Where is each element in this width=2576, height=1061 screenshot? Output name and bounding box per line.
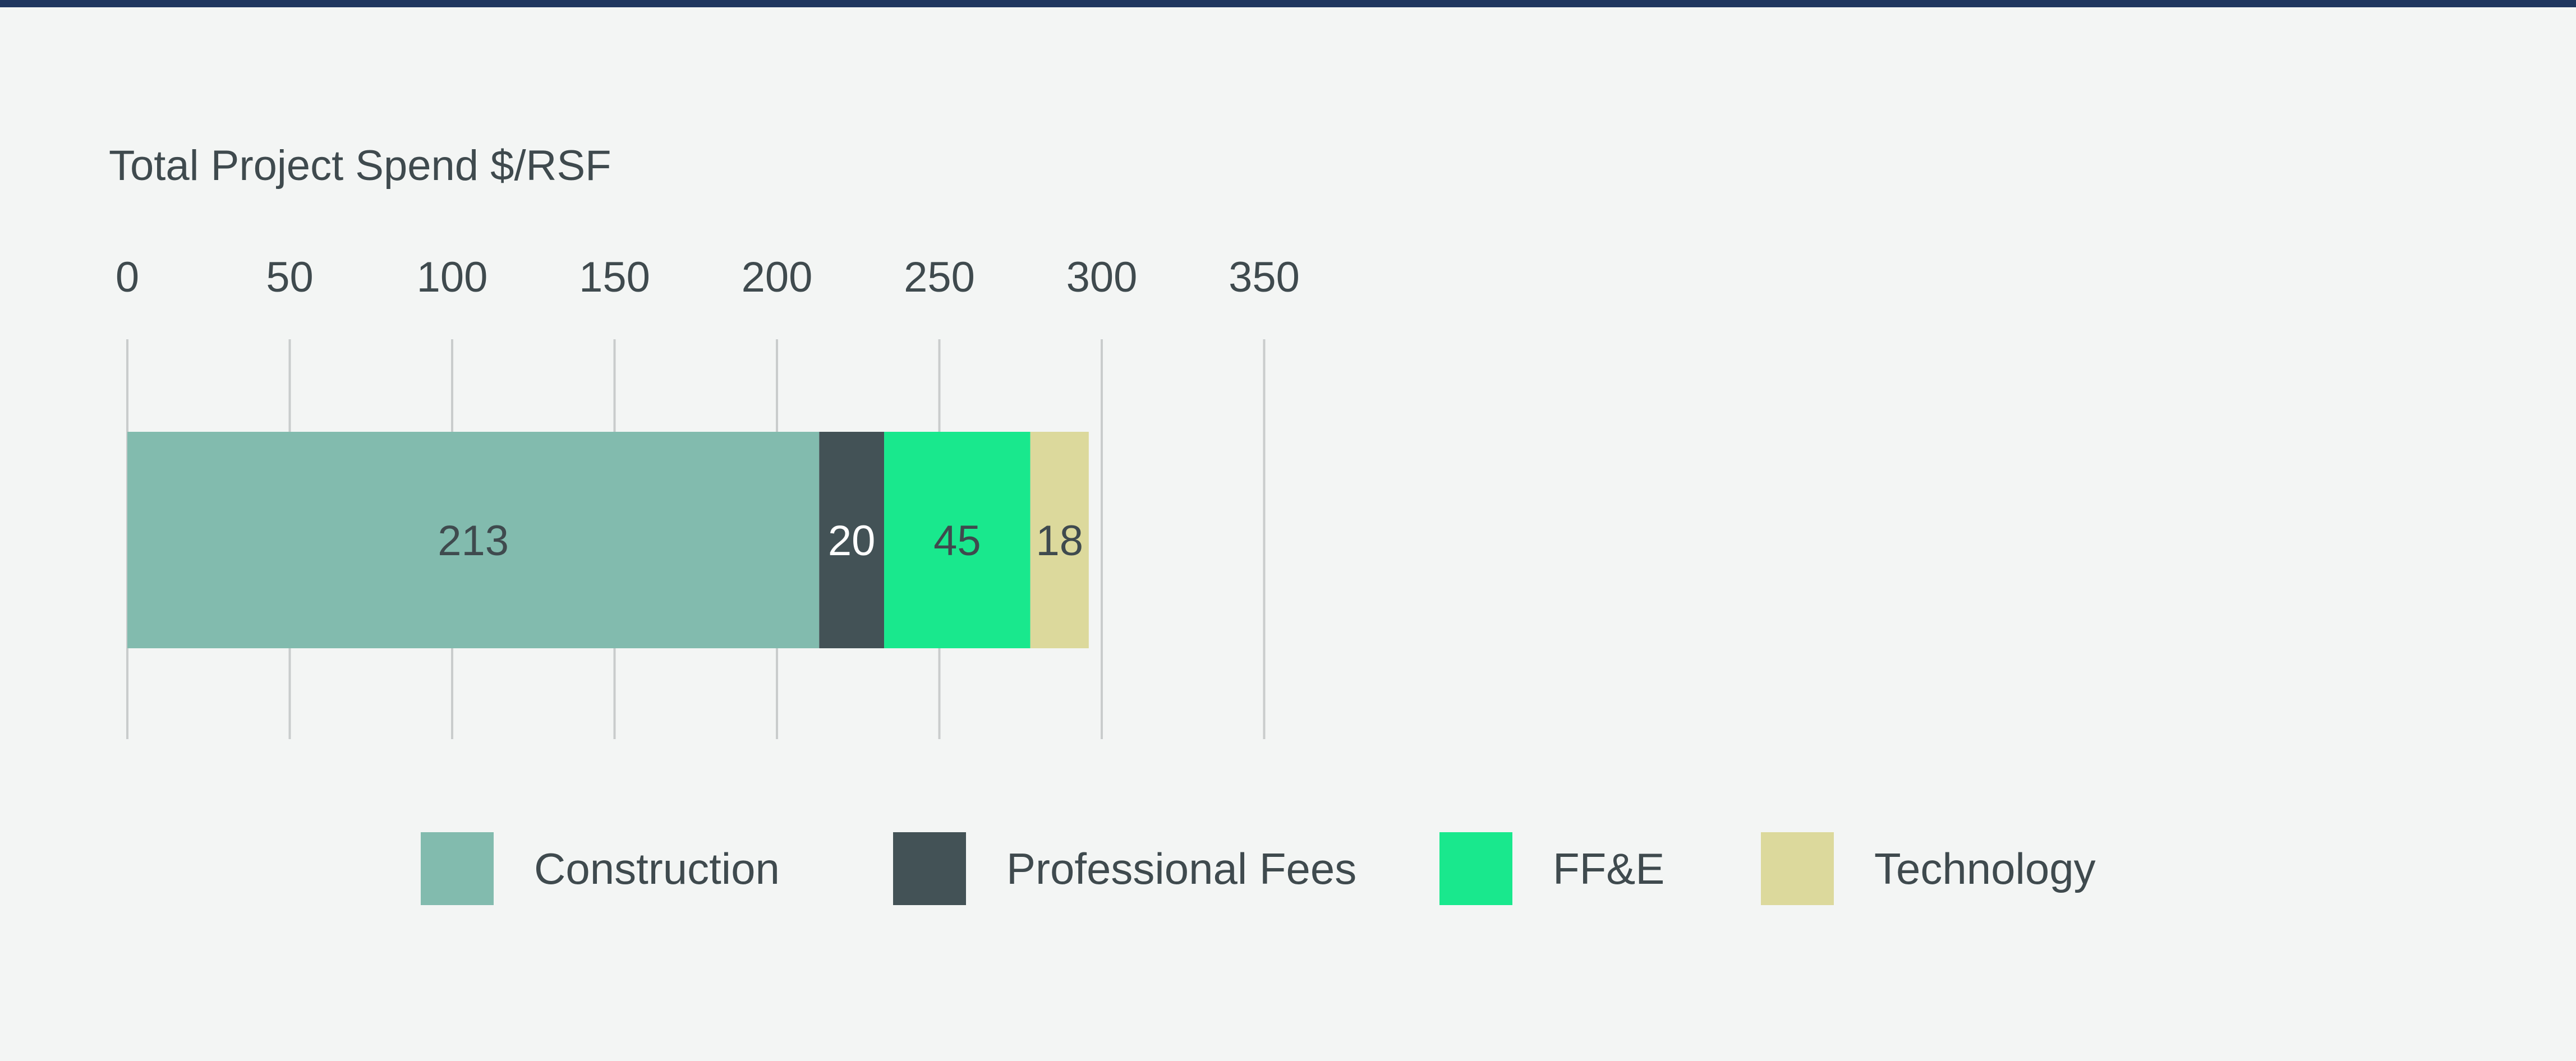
- legend-label: FF&E: [1553, 844, 1665, 893]
- bar-data-label: 213: [438, 517, 509, 565]
- top-rule: [0, 0, 2576, 7]
- bar-data-label: 18: [1036, 517, 1083, 565]
- legend-label: Professional Fees: [1006, 844, 1357, 893]
- x-axis-ticks: 0 50 100 150 200 250 300 350: [116, 253, 1300, 301]
- legend-label: Construction: [534, 844, 780, 893]
- legend-item: Professional Fees: [893, 832, 1356, 906]
- chart-title: Total Project Spend $/RSF: [109, 142, 611, 190]
- legend-item: Construction: [421, 832, 780, 906]
- legend: Construction Professional Fees FF&E Technol…: [0, 832, 2576, 906]
- bar-data-labels: 213 20 45 18: [438, 517, 1083, 565]
- legend-swatch: [1761, 832, 1834, 905]
- x-tick-label: 50: [266, 253, 314, 301]
- x-tick-label: 250: [904, 253, 975, 301]
- bar-segment-professional-fees: [819, 432, 885, 648]
- bar-segment-construction: [127, 432, 820, 648]
- stacked-bar: [127, 432, 1089, 648]
- legend-label: Technology: [1874, 844, 2096, 893]
- legend-item: FF&E: [1439, 832, 1664, 906]
- legend-swatch: [893, 832, 966, 905]
- legend-swatch: [421, 832, 494, 905]
- legend-item: Technology: [1761, 832, 2096, 906]
- x-tick-label: 350: [1229, 253, 1300, 301]
- x-tick-label: 300: [1066, 253, 1138, 301]
- x-tick-label: 0: [116, 253, 139, 301]
- bar-segment-ff-e: [884, 432, 1031, 648]
- bar-data-label: 45: [933, 517, 981, 565]
- x-tick-label: 150: [579, 253, 650, 301]
- x-tick-label: 100: [417, 253, 488, 301]
- bar-segment-technology: [1030, 432, 1089, 648]
- bar-data-label: 20: [828, 517, 876, 565]
- legend-swatch: [1439, 832, 1512, 905]
- x-tick-label: 200: [742, 253, 813, 301]
